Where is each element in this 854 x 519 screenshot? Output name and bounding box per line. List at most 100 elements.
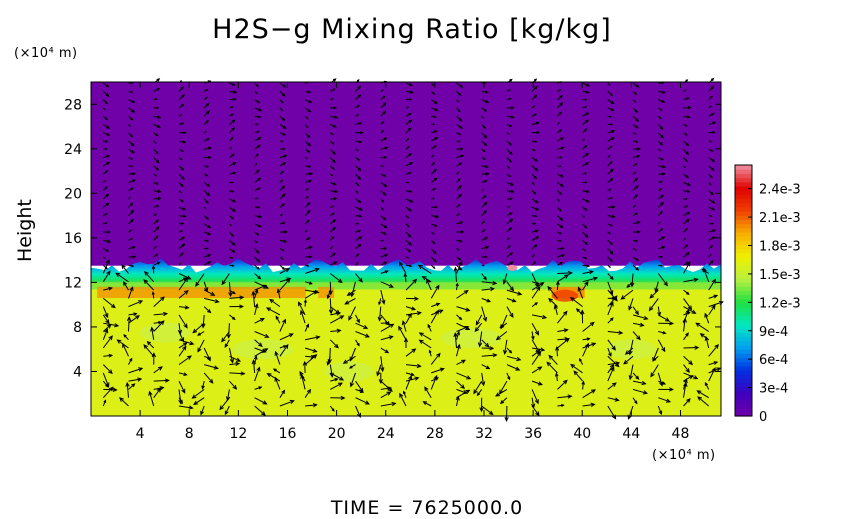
- wind-vector-head: [458, 204, 461, 207]
- wind-vector-head: [642, 390, 648, 395]
- wind-vector-head: [432, 161, 436, 165]
- wind-vector-head: [485, 245, 490, 249]
- wind-vector: [481, 288, 494, 291]
- wind-vector-head: [206, 239, 210, 242]
- wind-vector-head: [231, 181, 234, 184]
- wind-vector: [229, 380, 237, 390]
- wind-vector-head: [104, 186, 108, 190]
- wind-vector-head: [711, 207, 716, 211]
- wind-vector-head: [432, 154, 435, 157]
- y-tick-label: 28: [64, 97, 82, 113]
- wind-vector: [456, 372, 471, 380]
- colorbar-segment: [735, 273, 752, 279]
- wind-vector: [103, 388, 117, 391]
- wind-vector-head: [509, 197, 513, 201]
- wind-vector-head: [381, 121, 385, 124]
- wind-vector-head: [307, 134, 311, 139]
- colorbar-segment: [735, 206, 752, 212]
- colorbar-segment: [735, 340, 752, 346]
- wind-vector-head: [130, 238, 134, 241]
- wind-vector-head: [559, 192, 563, 196]
- wind-vector-head: [306, 82, 309, 84]
- wind-vector-head: [483, 201, 488, 206]
- wind-vector: [399, 262, 407, 274]
- wind-vector: [473, 380, 483, 394]
- wind-vector: [151, 327, 155, 340]
- wind-vector-head: [132, 179, 137, 183]
- wind-vector-head: [231, 264, 235, 267]
- wind-vector-head: [154, 141, 157, 144]
- wind-vector: [254, 107, 262, 111]
- wind-vector-head: [709, 105, 712, 108]
- wind-vector-head: [508, 245, 511, 248]
- wind-vector: [254, 289, 258, 299]
- wind-vector-head: [281, 266, 286, 271]
- wind-vector-head: [634, 310, 639, 316]
- wind-vector-head: [457, 109, 461, 113]
- wind-vector: [254, 331, 269, 338]
- wind-vector: [697, 396, 710, 407]
- colorbar-segment: [735, 286, 752, 292]
- colorbar-segment: [735, 190, 752, 195]
- wind-vector: [277, 289, 281, 299]
- wind-vector-head: [257, 275, 262, 280]
- wind-vector-head: [658, 410, 663, 416]
- wind-vector: [474, 322, 483, 332]
- wind-vector-head: [315, 335, 321, 340]
- wind-vector-head: [482, 264, 485, 267]
- wind-vector: [380, 223, 387, 229]
- wind-vector-head: [207, 309, 212, 314]
- wind-vector: [705, 336, 710, 349]
- wind-vector-head: [356, 183, 360, 187]
- wind-vector-head: [288, 333, 294, 338]
- wind-vector-head: [230, 146, 232, 149]
- wind-vector-head: [184, 305, 190, 310]
- wind-vector-head: [357, 176, 362, 180]
- colorbar-segment: [735, 290, 752, 296]
- wind-vector: [431, 309, 443, 316]
- wind-vector: [329, 306, 340, 314]
- wind-vector-head: [509, 212, 513, 215]
- wind-vector-head: [686, 97, 690, 100]
- wind-vector-head: [331, 246, 334, 249]
- wind-vector: [683, 347, 699, 349]
- wind-vector-head: [182, 207, 187, 211]
- wind-vector-head: [156, 182, 159, 185]
- wind-vector: [506, 289, 522, 295]
- wind-vector-head: [695, 322, 701, 327]
- wind-vector-head: [541, 314, 548, 320]
- wind-vector-head: [482, 189, 485, 191]
- wind-vector-head: [609, 241, 613, 245]
- wind-vector-head: [156, 205, 160, 208]
- wind-vector-head: [586, 337, 591, 341]
- wind-vector: [355, 380, 364, 393]
- wind-vector: [657, 372, 663, 386]
- y-tick-label: 24: [64, 142, 82, 158]
- wind-vector-head: [408, 242, 413, 246]
- wind-vector-head: [282, 93, 286, 97]
- wind-vector: [355, 165, 361, 171]
- wind-vector: [128, 378, 142, 382]
- wind-vector: [304, 324, 309, 332]
- wind-vector-head: [281, 248, 285, 251]
- wind-vector-head: [183, 323, 188, 329]
- wind-vector: [279, 268, 290, 274]
- wind-vector-head: [533, 78, 538, 82]
- wind-vector-head: [388, 283, 394, 288]
- wind-vector-head: [308, 255, 313, 259]
- wind-vector-head: [710, 149, 714, 152]
- wind-vector-head: [256, 169, 260, 173]
- wind-vector-head: [693, 277, 699, 283]
- wind-vector: [405, 313, 412, 324]
- wind-vector-head: [559, 165, 562, 168]
- wind-vector-head: [534, 140, 538, 143]
- colorbar-segment: [735, 328, 752, 333]
- wind-vector-head: [688, 360, 694, 366]
- wind-vector: [254, 386, 262, 390]
- transition-zone: [91, 258, 721, 283]
- wind-vector-head: [489, 286, 495, 292]
- wind-vector-head: [182, 140, 187, 144]
- colorbar-segment: [735, 336, 752, 342]
- wind-vector-head: [614, 397, 620, 402]
- wind-vector-head: [710, 260, 714, 264]
